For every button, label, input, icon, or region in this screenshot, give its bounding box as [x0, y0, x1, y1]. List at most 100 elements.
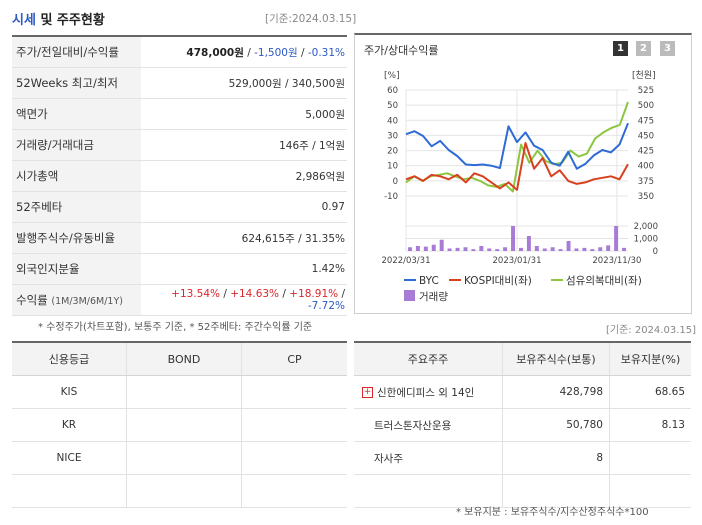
volume-bar [518, 247, 523, 251]
major-shareholders-table: 주요주주 보유주식수(보통) 보유지분(%) + 신한에디피스 외 14인 428… [354, 341, 691, 508]
price-info-table: 주가/전일대비/수익률 478,000원 / -1,500원 / -0.31% … [12, 35, 347, 316]
volume-bar [574, 248, 579, 251]
right-axis-unit: [천원] [632, 70, 656, 81]
chart-tab-1[interactable]: 1 [613, 41, 628, 56]
holder-shares: 428,798 [502, 375, 610, 409]
legend-label-kospi: KOSPI대비(좌) [464, 275, 532, 287]
price-change-pct: -0.31% [307, 46, 345, 59]
holders-header: 주요주주 [354, 341, 503, 376]
info-value: 146주 / 1억원 [141, 129, 347, 161]
sector-relative-line [405, 101, 629, 193]
holder-pct: 8.13 [609, 408, 691, 442]
table-row [12, 474, 347, 508]
credit-cp [241, 474, 347, 508]
x-axis-ticks: 2022/03/31 2023/01/31 2023/11/30 [382, 256, 642, 266]
volume-bar [423, 246, 428, 251]
holder-name: 자사주 [354, 441, 503, 475]
legend-label-byc: BYC [419, 275, 439, 287]
info-row: 발행주식수/유동비율 624,615주 / 31.35% [12, 222, 347, 254]
table-row: + 신한에디피스 외 14인 428,798 68.65 [354, 375, 691, 409]
table-row: NICE [12, 441, 347, 475]
legend-label-sector: 섬유의복대비(좌) [566, 275, 642, 287]
holder-name: 트러스톤자산운용 [354, 408, 503, 442]
holder-pct [609, 441, 691, 475]
volume-bar [447, 248, 452, 251]
holders-header: 보유지분(%) [609, 341, 691, 376]
holder-pct: 68.65 [609, 375, 691, 409]
right-tick-label: 525 [638, 86, 654, 96]
volume-bar [606, 245, 611, 251]
credit-cp [241, 408, 347, 442]
holder-pct [609, 474, 691, 508]
price-change: -1,500원 [254, 46, 298, 59]
info-label: 수익률 (1M/3M/6M/1Y) [12, 284, 141, 316]
info-value-price: 478,000원 / -1,500원 / -0.31% [141, 35, 347, 68]
info-label: 주가/전일대비/수익률 [12, 35, 141, 68]
left-tick-label: 10 [387, 162, 398, 172]
volume-bar [614, 226, 619, 251]
left-tick-label: 50 [387, 101, 398, 111]
left-tick-label: 0 [393, 177, 398, 187]
holder-name: + 신한에디피스 외 14인 [354, 375, 503, 409]
series-lines [405, 101, 629, 193]
credit-bond [126, 375, 242, 409]
return-3m: +14.63% [230, 288, 280, 300]
left-tick-label: 20 [387, 147, 398, 157]
info-row: 외국인지분율 1.42% [12, 253, 347, 285]
volume-bar [566, 241, 571, 251]
right-tick-label: 350 [638, 192, 654, 202]
volume-bar [487, 248, 492, 251]
info-value: 624,615주 / 31.35% [141, 222, 347, 254]
volume-bar [622, 247, 627, 251]
expand-icon[interactable]: + [362, 387, 373, 398]
separator: / [297, 46, 308, 59]
info-value: 5,000원 [141, 98, 347, 130]
table-row: 자사주 8 [354, 441, 691, 475]
stock-chart: 60 50 40 30 20 10 0 -10 525 500 475 450 425 400 375 35… [382, 70, 659, 303]
info-value: 0.97 [141, 191, 347, 223]
info-row: 52Weeks 최고/최저 529,000원 / 340,500원 [12, 67, 347, 99]
right-tick-label: 450 [638, 131, 654, 141]
right-tick-label: 425 [638, 147, 654, 157]
holders-footnote: * 보유지분 : 보유주식수/지수산정주식수*100 [456, 507, 649, 518]
reference-date: [기준:2024.03.15] [265, 13, 357, 25]
left-axis-ticks: 60 50 40 30 20 10 0 -10 [384, 86, 398, 202]
credit-agency: NICE [12, 441, 127, 475]
table-row [354, 474, 691, 508]
chart-tab-2[interactable]: 2 [636, 41, 651, 56]
holder-shares [502, 474, 610, 508]
volume-bar [431, 244, 436, 251]
info-row: 시가총액 2,986억원 [12, 160, 347, 192]
volume-bars [407, 226, 627, 251]
separator: / [243, 46, 255, 59]
kospi-relative-line [405, 142, 629, 191]
credit-bond [126, 441, 242, 475]
legend-label-volume: 거래량 [419, 291, 448, 303]
table-row: KIS [12, 375, 347, 409]
byc-price-line [405, 122, 629, 170]
left-tick-label: 40 [387, 116, 398, 126]
chart-title: 주가/상대수익률 [364, 44, 439, 57]
return-1m: +13.54% [171, 288, 220, 300]
volume-bar [495, 249, 500, 251]
volume-bar [503, 247, 508, 251]
section-title: 시세 및 주주현황 [12, 9, 105, 28]
info-value: 1.42% [141, 253, 347, 285]
left-tick-label: -10 [384, 192, 398, 202]
volume-bar [463, 247, 468, 251]
holder-shares: 8 [502, 441, 610, 475]
info-value-returns: +13.54% / +14.63% / +18.91% / -7.72% [141, 284, 347, 316]
volume-bar [471, 249, 476, 251]
holder-name [354, 474, 503, 508]
volume-bar [550, 247, 555, 251]
info-footnote: * 수정주가(차트포함), 보통주 기준, * 52주베타: 주간수익률 기준 [38, 322, 313, 333]
x-tick-label: 2022/03/31 [382, 256, 431, 266]
volume-bar [526, 236, 531, 251]
volume-bar [415, 246, 420, 251]
left-tick-label: 30 [387, 131, 398, 141]
return-1y: -7.72% [307, 300, 345, 312]
info-label: 액면가 [12, 98, 141, 130]
chart-tab-3[interactable]: 3 [660, 41, 675, 56]
return-6m: +18.91% [289, 288, 339, 300]
info-label: 외국인지분율 [12, 253, 141, 285]
